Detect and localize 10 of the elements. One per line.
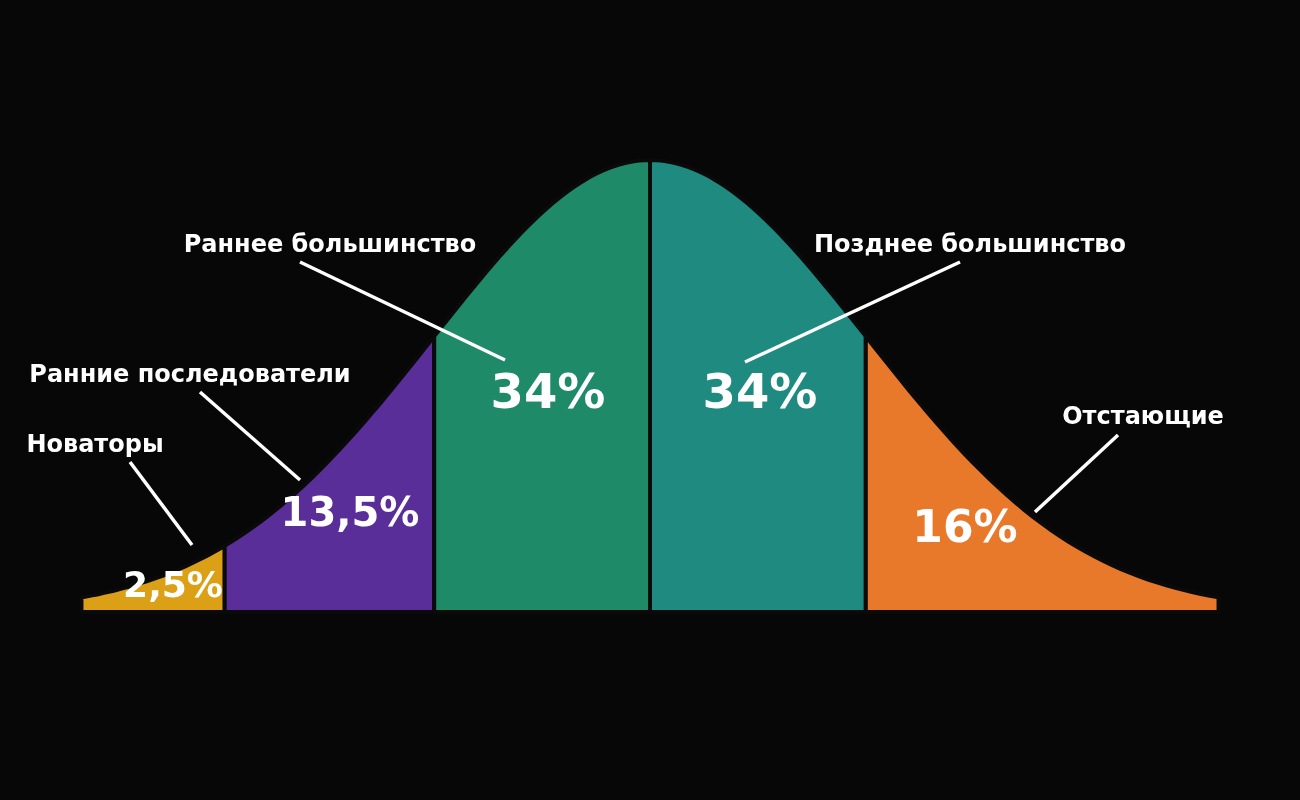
data-label: 13,5% — [280, 489, 420, 535]
category-label: Новаторы — [26, 430, 164, 458]
data-label: 34% — [702, 363, 818, 419]
data-label: 34% — [490, 363, 606, 419]
category-label: Позднее большинство — [813, 230, 1127, 258]
category-label: Отстающие — [1062, 402, 1224, 430]
data-label: 2,5% — [123, 564, 223, 605]
category-label: Ранние последователи — [29, 360, 351, 388]
category-label: Раннее большинство — [183, 230, 477, 258]
data-label: 16% — [912, 501, 1018, 552]
